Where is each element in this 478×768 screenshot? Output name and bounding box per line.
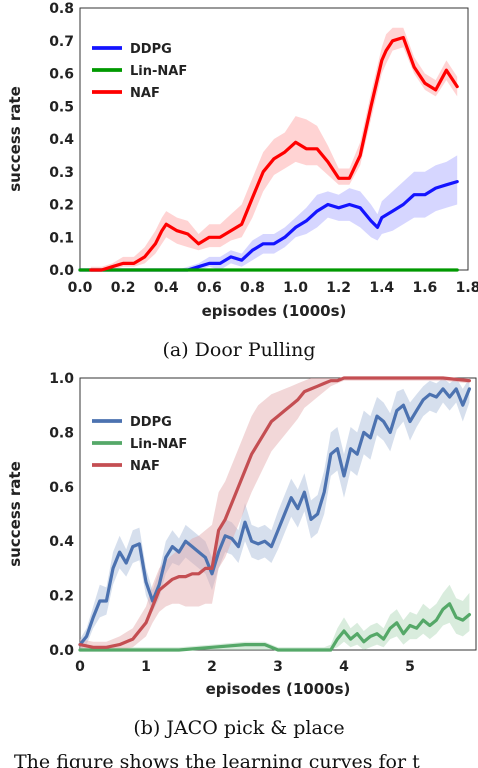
legend-label-naf: NAF xyxy=(130,459,160,474)
x-tick-label: 0 xyxy=(75,659,85,675)
caption-door-pulling: (a) Door Pulling xyxy=(162,339,315,361)
y-tick-label: 0.8 xyxy=(49,425,74,441)
legend-label-lin-naf: Lin-NAF xyxy=(130,437,187,452)
line-ddpg xyxy=(78,387,471,647)
x-tick-label: 4 xyxy=(339,659,349,675)
legend-label-naf: NAF xyxy=(130,86,160,101)
x-tick-label: 0.2 xyxy=(111,280,136,296)
x-tick-label: 1.2 xyxy=(326,280,351,296)
y-axis-label: success rate xyxy=(6,461,24,567)
x-tick-label: 1.6 xyxy=(412,280,437,296)
y-tick-label: 0.8 xyxy=(49,1,74,17)
band-naf xyxy=(80,378,470,650)
chart-door-pulling: 0.0 0.2 0.4 0.6 0.8 1.0 1.2 1.4 1.6 1.8 0.0 0.1 0.2 0… xyxy=(6,1,478,320)
caption-jaco-pick-place: (b) JACO pick & place xyxy=(133,717,344,739)
y-tick-label: 1.0 xyxy=(49,371,74,387)
y-tick-label: 0.2 xyxy=(49,198,74,214)
x-tick-label: 0.4 xyxy=(154,280,179,296)
band-ddpg xyxy=(80,378,470,650)
x-tick-label: 0.0 xyxy=(68,280,93,296)
y-tick-label: 0.7 xyxy=(49,34,74,50)
band-naf xyxy=(90,27,458,271)
chart-jaco-pick-place: 0 1 2 3 4 5 0.0 0.2 0.4 0.6 0.8 1.0 episodes (1000s)… xyxy=(6,371,477,698)
y-tick-label: 0.6 xyxy=(49,67,74,83)
x-axis-label: episodes (1000s) xyxy=(206,680,351,698)
band-lin-naf xyxy=(80,584,470,650)
x-tick-label: 1.4 xyxy=(369,280,394,296)
legend-label-ddpg: DDPG xyxy=(130,42,172,57)
y-tick-label: 0.0 xyxy=(49,263,74,279)
plot-area xyxy=(79,377,477,651)
y-tick-label: 0.2 xyxy=(49,589,74,605)
body-text-fragment: The figure shows the learning curves for… xyxy=(14,751,420,768)
y-tick-label: 0.4 xyxy=(49,132,74,148)
x-tick-label: 1 xyxy=(141,659,151,675)
line-ddpg xyxy=(78,180,459,272)
y-tick-label: 0.4 xyxy=(49,534,74,550)
legend-label-ddpg: DDPG xyxy=(130,415,172,430)
y-tick-label: 0.5 xyxy=(49,99,74,115)
y-axis-label: success rate xyxy=(6,86,24,192)
x-tick-label: 1.0 xyxy=(283,280,308,296)
x-tick-label: 5 xyxy=(405,659,415,675)
x-axis-label: episodes (1000s) xyxy=(202,302,347,320)
x-tick-label: 1.8 xyxy=(456,280,478,296)
legend-label-lin-naf: Lin-NAF xyxy=(130,64,187,79)
x-tick-label: 3 xyxy=(273,659,283,675)
line-lin-naf xyxy=(78,602,471,652)
y-tick-label: 0.0 xyxy=(49,643,74,659)
y-tick-label: 0.6 xyxy=(49,480,74,496)
line-naf xyxy=(78,376,471,649)
x-tick-label: 0.6 xyxy=(197,280,222,296)
x-tick-label: 2 xyxy=(207,659,217,675)
y-tick-label: 0.3 xyxy=(49,165,74,181)
y-tick-label: 0.1 xyxy=(49,230,74,246)
plot-area xyxy=(79,7,469,271)
line-naf xyxy=(89,35,459,272)
band-ddpg xyxy=(80,155,458,270)
x-tick-label: 0.8 xyxy=(240,280,265,296)
